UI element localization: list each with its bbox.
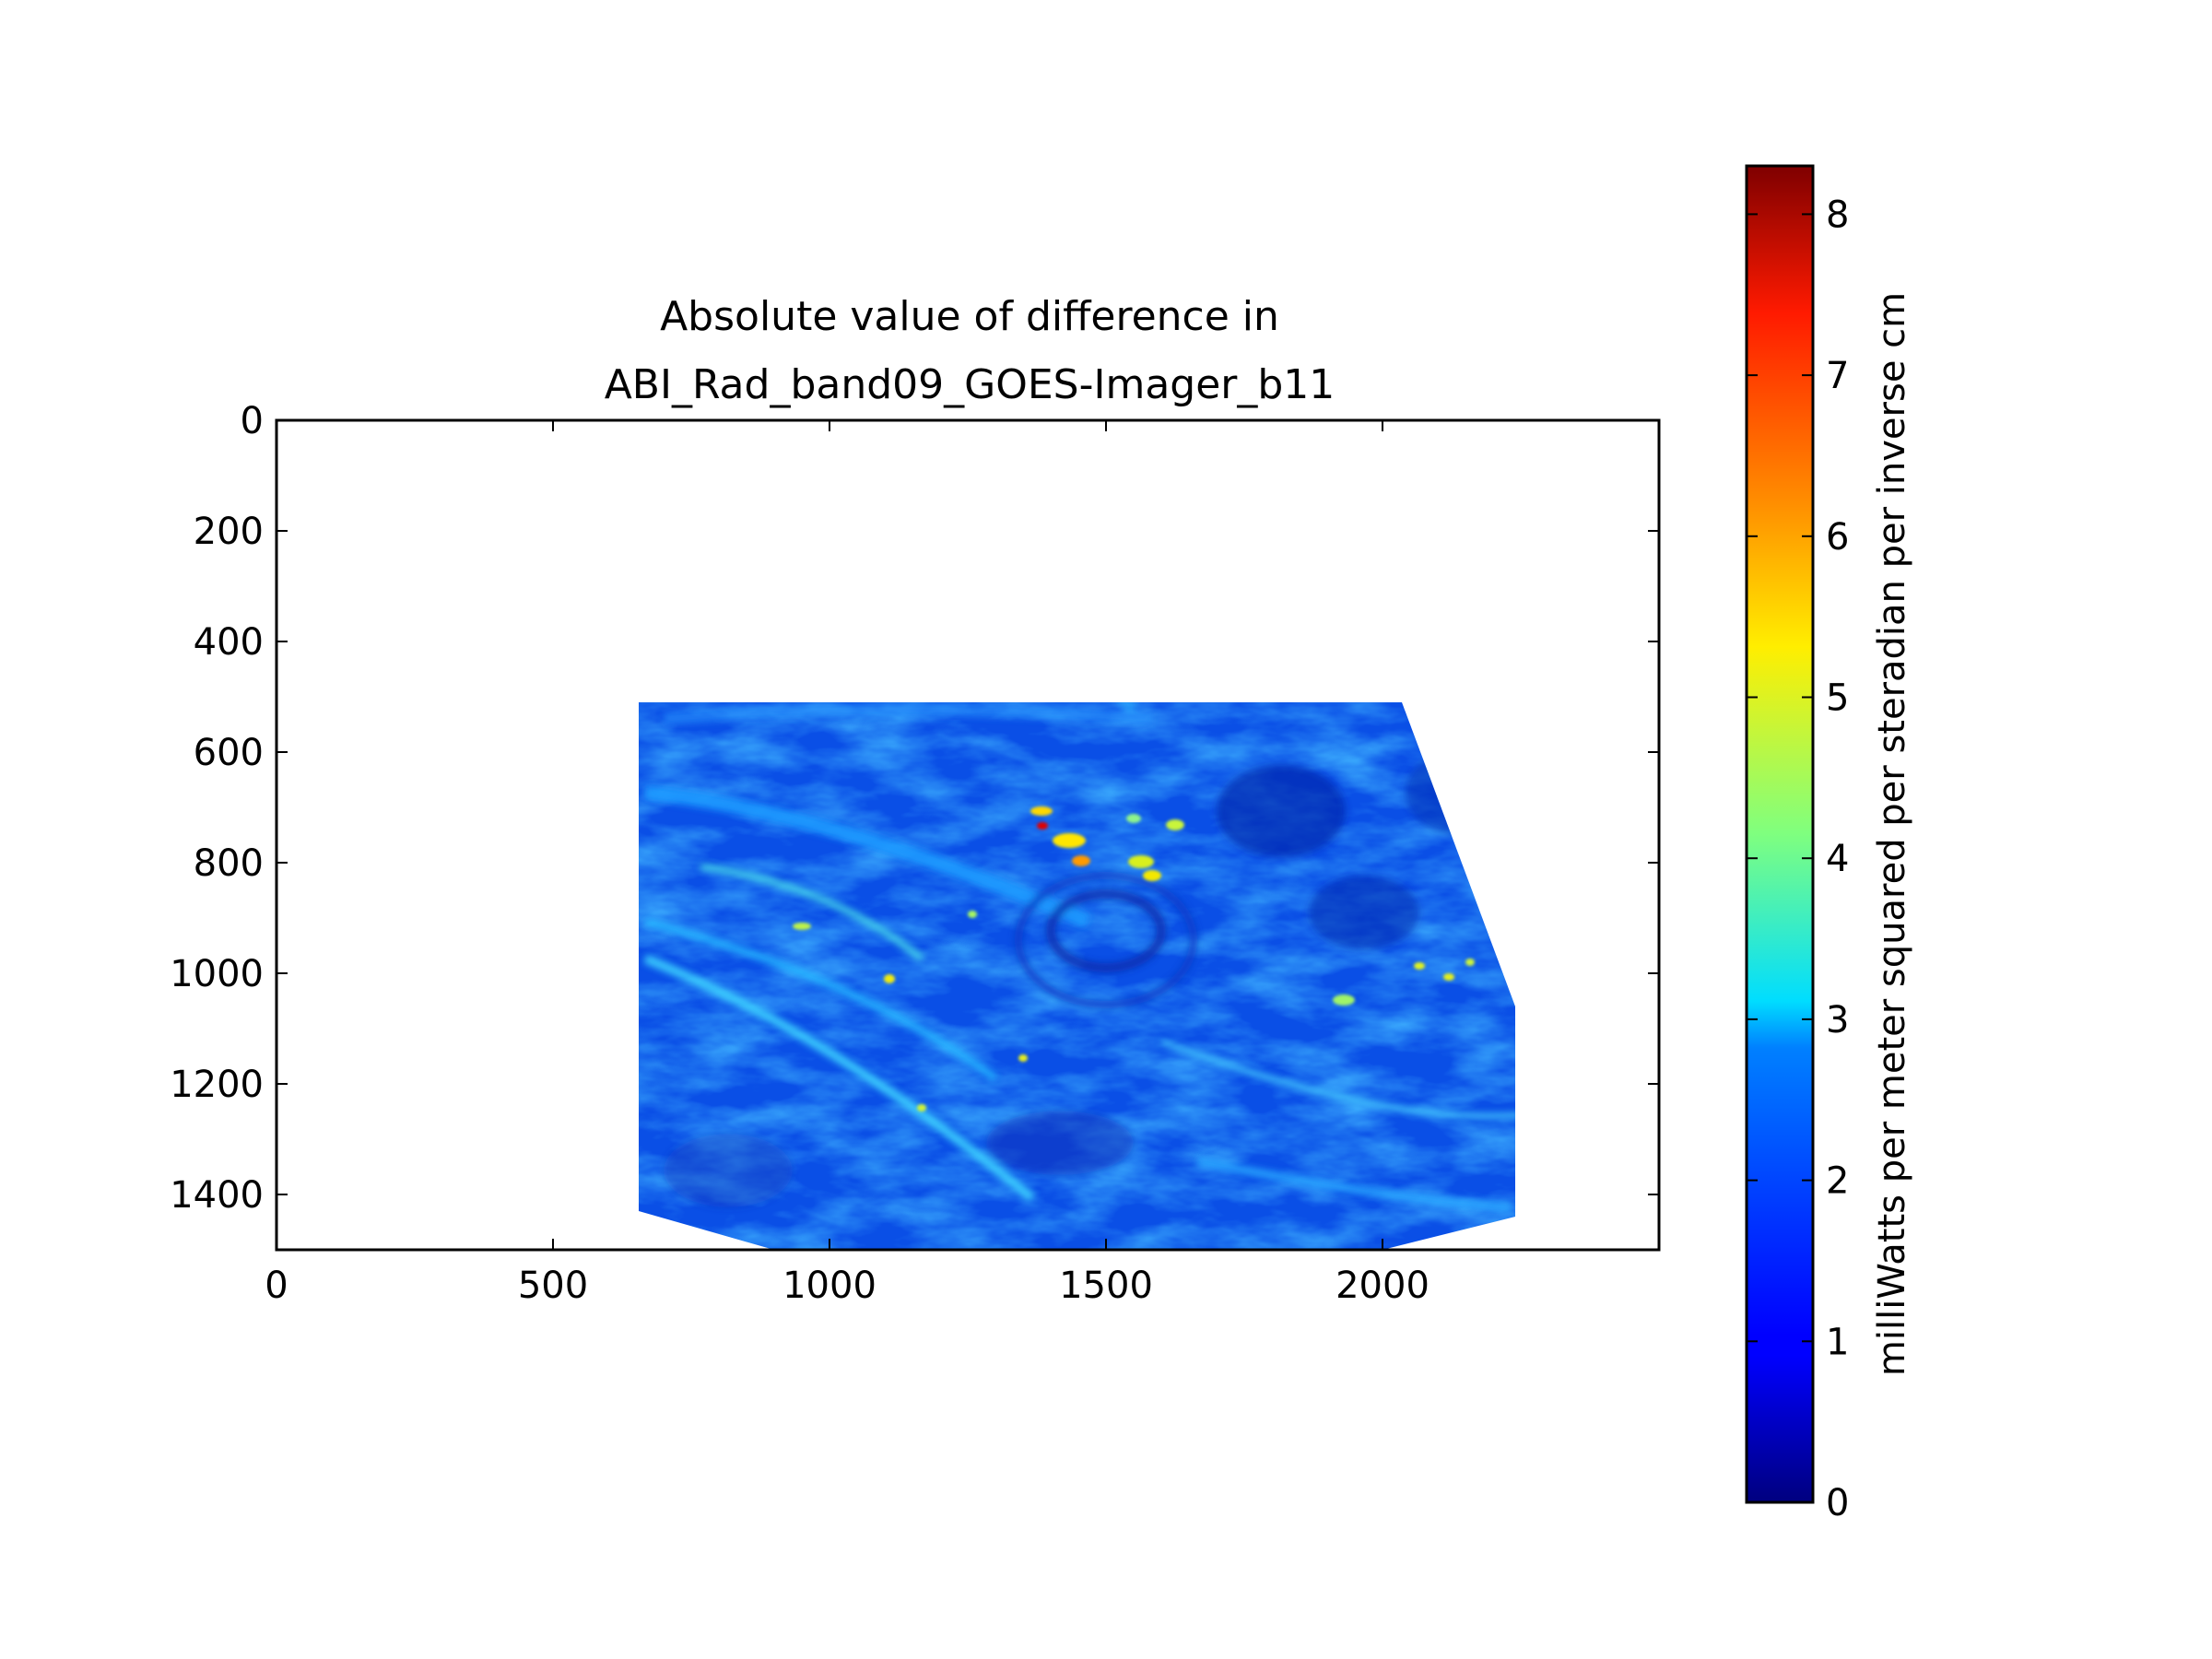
colorbar-tick-label: 8 <box>1826 194 1849 236</box>
x-tick-label: 500 <box>518 1265 588 1307</box>
y-axis: 0 200 400 600 800 1000 1200 1400 <box>170 400 1659 1217</box>
x-tick-label: 0 <box>265 1265 288 1307</box>
y-tick-label: 600 <box>194 732 264 774</box>
y-tick-label: 800 <box>194 842 264 885</box>
colorbar-tick-label: 4 <box>1826 838 1849 880</box>
colorbar-tick-label: 5 <box>1826 677 1849 720</box>
plot-area <box>275 418 1661 1252</box>
colorbar-tick-label: 6 <box>1826 516 1849 559</box>
plot-frame <box>275 418 1661 1252</box>
colorbar-ticks: 0 1 2 3 4 5 6 7 8 <box>1747 194 1849 1524</box>
colorbar-tick-label: 2 <box>1826 1160 1849 1203</box>
colorbar-tick-label: 1 <box>1826 1321 1849 1363</box>
colorbar-tick-label: 7 <box>1826 355 1849 397</box>
colorbar-tick-label: 3 <box>1826 999 1849 1041</box>
colorbar: 0 1 2 3 4 5 6 7 8 milliWatts per meter squared p… <box>1745 164 1913 1524</box>
chart-title-line-2: ABI_Rad_band09_GOES-Imager_b11 <box>605 361 1335 408</box>
heatmap-hotspots <box>793 806 1475 1112</box>
y-tick-label: 0 <box>241 400 264 442</box>
x-tick-label: 2000 <box>1335 1265 1430 1307</box>
y-tick-label: 1200 <box>170 1064 264 1106</box>
y-tick-label: 200 <box>194 511 264 553</box>
y-tick-label: 1400 <box>170 1174 264 1217</box>
x-axis: 0 500 1000 1500 2000 <box>265 420 1430 1307</box>
y-tick-label: 1000 <box>170 953 264 995</box>
colorbar-label: milliWatts per meter squared per steradi… <box>1871 292 1913 1376</box>
colorbar-tick-label: 0 <box>1826 1482 1849 1524</box>
chart-title-line-1: Absolute value of difference in <box>660 293 1279 340</box>
heatmap-image <box>639 702 1515 1250</box>
colorbar-gradient <box>1745 164 1815 1504</box>
y-tick-label: 400 <box>194 621 264 664</box>
heatmap-texture <box>639 702 1515 1250</box>
x-tick-label: 1000 <box>782 1265 877 1307</box>
x-tick-label: 1500 <box>1059 1265 1153 1307</box>
